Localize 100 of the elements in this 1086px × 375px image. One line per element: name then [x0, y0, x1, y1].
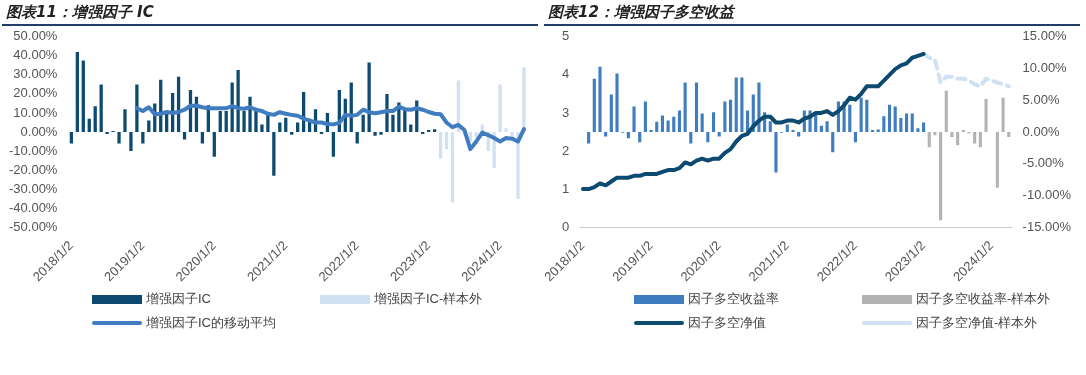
bar: [81, 60, 85, 132]
bar: [391, 114, 395, 132]
bar: [984, 98, 988, 132]
bar: [592, 78, 596, 132]
bar: [927, 131, 931, 148]
bar: [224, 111, 228, 132]
bar: [899, 118, 903, 132]
bar: [75, 52, 79, 132]
bar: [609, 94, 613, 132]
bar: [660, 115, 664, 132]
bar: [182, 131, 187, 140]
bar: [734, 77, 738, 132]
bar: [694, 82, 699, 132]
bar: [93, 106, 97, 132]
chart-title: 图表12：增强因子多空收益: [544, 0, 1080, 26]
bar: [331, 131, 336, 157]
bar: [504, 128, 508, 132]
bar: [819, 125, 823, 132]
chart-title: 图表11：增强因子 IC: [2, 0, 538, 26]
bar: [632, 106, 636, 132]
bar: [117, 131, 121, 144]
bar: [432, 129, 437, 132]
bar: [882, 116, 886, 132]
bar: [995, 131, 999, 188]
bar: [774, 131, 778, 173]
legend-label: 因子多空收益率: [688, 290, 779, 308]
legend-label: 增强因子IC-样本外: [374, 290, 483, 308]
y-tick-label: 0: [561, 218, 570, 234]
legend-label: 因子多空收益率-样本外: [916, 290, 1051, 308]
bar: [672, 116, 676, 132]
bar: [853, 131, 858, 143]
bar: [950, 131, 954, 138]
bar: [973, 131, 977, 144]
bar: [409, 124, 413, 132]
y-tick-label: 2: [561, 142, 570, 158]
y-tick-label: -10.00%: [9, 142, 58, 158]
bar: [922, 122, 926, 132]
bar: [939, 131, 943, 221]
bar: [129, 131, 133, 152]
legend-label: 因子多空净值: [688, 314, 766, 332]
bar: [367, 62, 371, 132]
bar: [468, 131, 472, 142]
bar: [272, 131, 276, 176]
y2-tick-label: -10.00%: [1022, 187, 1072, 203]
bar: [893, 106, 897, 132]
bar: [876, 129, 880, 132]
bar: [444, 131, 449, 150]
y2-tick-label: 5.00%: [1022, 91, 1060, 107]
bar: [655, 121, 659, 132]
bar: [242, 111, 246, 132]
bar: [768, 121, 772, 132]
legend-label: 增强因子IC: [146, 290, 211, 308]
bar: [135, 84, 139, 132]
y2-tick-label: -5.00%: [1022, 155, 1065, 171]
legend-label: 因子多空净值-样本外: [916, 314, 1038, 332]
line-series: [921, 51, 1011, 89]
bar: [711, 112, 716, 132]
y-tick-label: -30.00%: [9, 180, 58, 196]
bar: [677, 110, 682, 132]
bar: [278, 122, 282, 132]
bar: [865, 99, 869, 132]
bar: [379, 131, 383, 135]
legend-label: 增强因子IC的移动平均: [146, 314, 276, 332]
y2-tick-label: -15.00%: [1022, 218, 1072, 234]
y-tick-label: 50.00%: [13, 28, 58, 44]
bar: [1007, 131, 1011, 138]
y2-tick-label: 15.00%: [1022, 28, 1068, 44]
y-tick-label: 20.00%: [13, 85, 58, 101]
bar: [916, 128, 920, 132]
bar: [859, 97, 863, 132]
bar: [746, 110, 750, 132]
bar: [438, 131, 443, 159]
bar: [254, 111, 258, 132]
bar: [785, 124, 789, 132]
y-tick-label: 10.00%: [13, 104, 58, 120]
bar: [99, 84, 103, 132]
bar: [218, 111, 222, 132]
bar: [643, 101, 647, 132]
bar: [450, 131, 455, 203]
bar: [933, 131, 937, 136]
y-tick-label: 5: [561, 28, 570, 44]
y-tick-label: -50.00%: [9, 218, 58, 234]
bar: [831, 131, 835, 153]
bar: [296, 122, 300, 132]
bar: [361, 114, 365, 132]
bar: [212, 131, 216, 157]
bar: [978, 131, 982, 148]
bar: [910, 113, 914, 132]
bar: [236, 70, 240, 132]
bar: [626, 131, 630, 139]
bar: [689, 131, 693, 144]
y-tick-label: 40.00%: [13, 47, 58, 63]
bar: [260, 124, 264, 132]
bar: [373, 131, 377, 136]
bar: [290, 131, 294, 135]
bar: [729, 99, 733, 132]
bar: [904, 113, 909, 132]
bar: [706, 131, 710, 143]
bar: [683, 82, 687, 132]
y-tick-label: 4: [561, 66, 570, 82]
